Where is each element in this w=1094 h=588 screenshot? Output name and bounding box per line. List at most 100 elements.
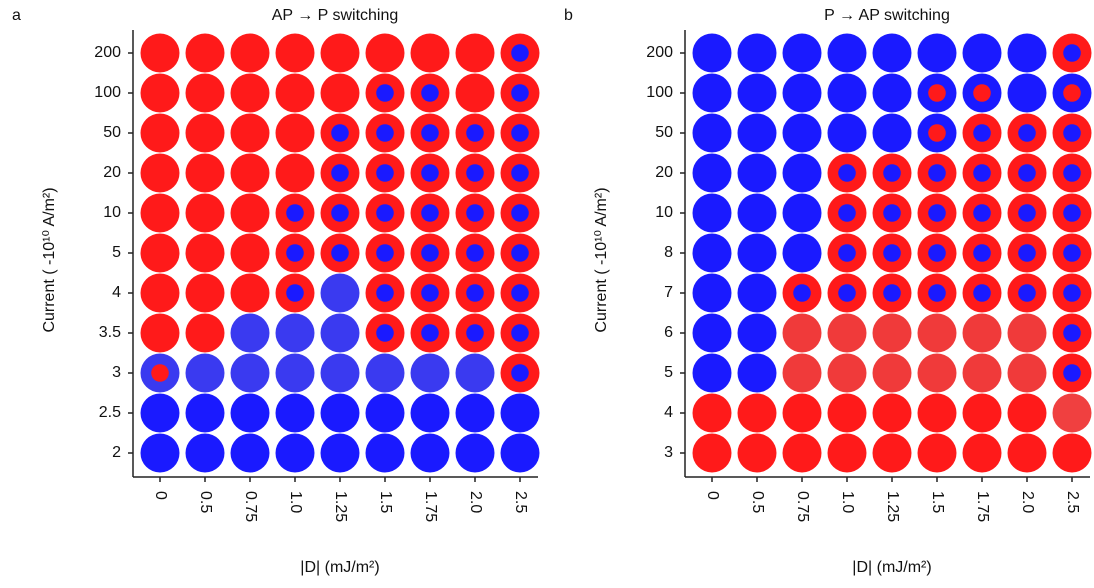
state-cell [456, 74, 495, 113]
state-core [511, 204, 529, 222]
state-cell [918, 434, 957, 473]
state-cell [231, 194, 270, 233]
state-cell [963, 434, 1002, 473]
state-cell [873, 74, 912, 113]
state-cell [963, 354, 1002, 393]
state-cell [501, 394, 540, 433]
state-core [883, 164, 901, 182]
state-core [376, 324, 394, 342]
state-cell [321, 394, 360, 433]
state-cell [186, 354, 225, 393]
state-core [331, 164, 349, 182]
panel-letter: a [12, 7, 21, 24]
state-core [973, 164, 991, 182]
state-core [511, 44, 529, 62]
state-cell [141, 434, 180, 473]
x-tick-label: 2.5 [512, 491, 529, 513]
state-core [511, 164, 529, 182]
x-tick-label: 1.25 [884, 491, 901, 522]
state-cell [141, 154, 180, 193]
state-cell [231, 74, 270, 113]
state-cell [693, 354, 732, 393]
state-cell [873, 394, 912, 433]
state-cell [918, 394, 957, 433]
x-axis-label: |D| (mJ/m²) [300, 559, 379, 576]
x-axis-label: |D| (mJ/m²) [852, 559, 931, 576]
state-cell [411, 434, 450, 473]
state-cell [963, 314, 1002, 353]
state-cell [231, 354, 270, 393]
x-tick-label: 1.5 [929, 491, 946, 513]
state-core [1018, 244, 1036, 262]
state-cell [366, 354, 405, 393]
state-core [883, 204, 901, 222]
y-tick-label: 200 [646, 44, 673, 61]
state-core [1063, 284, 1081, 302]
state-cell [963, 394, 1002, 433]
state-cell [828, 74, 867, 113]
x-tick-label: 0 [704, 491, 721, 500]
state-cell [738, 314, 777, 353]
state-cell [738, 394, 777, 433]
state-cell [828, 354, 867, 393]
state-core [511, 324, 529, 342]
state-cell [963, 34, 1002, 73]
chart-title: P → AP switching [824, 7, 950, 24]
chart-title: AP → P switching [272, 7, 399, 24]
state-cell [783, 74, 822, 113]
state-cell [186, 74, 225, 113]
state-cell [141, 314, 180, 353]
state-cell [738, 434, 777, 473]
x-tick-label: 0.5 [197, 491, 214, 513]
state-cell [186, 234, 225, 273]
state-cell [783, 434, 822, 473]
y-tick-label: 2.5 [99, 404, 121, 421]
state-core [1063, 244, 1081, 262]
state-cell [141, 394, 180, 433]
state-cell [693, 234, 732, 273]
state-cell [693, 194, 732, 233]
state-cell [783, 314, 822, 353]
state-cell [411, 354, 450, 393]
state-cell [738, 194, 777, 233]
state-core [466, 244, 484, 262]
state-cell [783, 234, 822, 273]
state-cell [276, 354, 315, 393]
state-cell [186, 434, 225, 473]
state-cell [873, 314, 912, 353]
state-cell [186, 314, 225, 353]
state-cell [873, 354, 912, 393]
state-cell [828, 34, 867, 73]
state-core [973, 204, 991, 222]
state-cell [693, 114, 732, 153]
state-cell [456, 354, 495, 393]
x-tick-label: 1.0 [839, 491, 856, 513]
state-cell [276, 154, 315, 193]
figure: aAP → P switching200100502010543.532.520… [0, 0, 1094, 583]
state-cell [873, 114, 912, 153]
state-core [1063, 84, 1081, 102]
state-core [421, 124, 439, 142]
state-core [376, 204, 394, 222]
state-cell [738, 34, 777, 73]
state-core [286, 244, 304, 262]
state-core [151, 364, 169, 382]
state-cell [1008, 74, 1047, 113]
state-core [1018, 204, 1036, 222]
state-cell [828, 314, 867, 353]
state-cell [1008, 34, 1047, 73]
state-core [1063, 204, 1081, 222]
state-cell [456, 394, 495, 433]
state-cell [186, 34, 225, 73]
state-cell [141, 234, 180, 273]
state-core [466, 324, 484, 342]
state-core [1018, 284, 1036, 302]
state-cell [276, 394, 315, 433]
y-tick-label: 7 [664, 284, 673, 301]
y-axis-label: Current ( -10¹⁰ A/m²) [41, 187, 58, 332]
state-cell [231, 114, 270, 153]
y-tick-label: 10 [103, 204, 121, 221]
state-core [1018, 164, 1036, 182]
x-tick-label: 0 [152, 491, 169, 500]
state-cell [783, 354, 822, 393]
